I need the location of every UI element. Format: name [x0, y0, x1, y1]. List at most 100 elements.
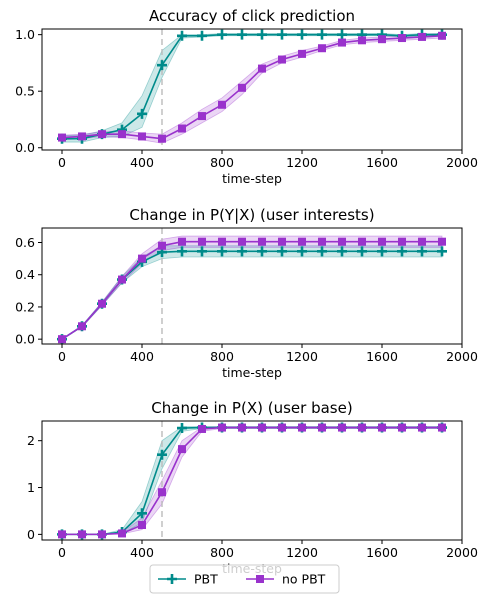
data-point-no-pbt	[178, 237, 186, 246]
x-tick-label: 1600	[366, 155, 398, 170]
data-point-no-pbt	[278, 237, 286, 246]
x-tick-label: 2000	[446, 155, 478, 170]
data-point-no-pbt	[138, 521, 146, 530]
data-point-no-pbt	[138, 132, 146, 141]
data-point-no-pbt	[198, 424, 206, 433]
plot-frame	[41, 420, 463, 541]
x-tick-label: 400	[130, 349, 154, 364]
data-point-no-pbt	[218, 100, 226, 109]
chart-title: Accuracy of click prediction	[149, 7, 355, 25]
data-point-no-pbt	[178, 445, 186, 454]
data-point-pbt	[437, 246, 447, 257]
data-point-no-pbt	[58, 530, 66, 539]
data-point-no-pbt	[318, 237, 326, 246]
data-point-pbt	[177, 423, 187, 434]
data-point-no-pbt	[118, 130, 126, 139]
data-point-pbt	[177, 30, 187, 41]
confidence-band-pbt	[61, 33, 443, 143]
data-point-no-pbt	[398, 34, 406, 43]
data-point-no-pbt	[258, 237, 266, 246]
series-line-pbt	[62, 33, 442, 140]
data-point-no-pbt	[198, 237, 206, 246]
x-tick-label: 1600	[366, 545, 398, 560]
data-point-pbt	[277, 29, 287, 40]
confidence-band-pbt	[62, 426, 443, 535]
data-point-no-pbt	[298, 49, 306, 58]
data-point-no-pbt	[418, 32, 426, 41]
legend-marker-pbt	[167, 574, 177, 584]
y-tick-label: 1	[27, 480, 35, 495]
data-point-no-pbt	[358, 237, 366, 246]
data-point-no-pbt	[158, 241, 166, 250]
legend-label-pbt: PBT	[194, 572, 218, 587]
data-point-no-pbt	[238, 423, 246, 432]
data-point-no-pbt	[318, 423, 326, 432]
y-tick-label: 1.0	[15, 27, 35, 42]
confidence-band-no-pbt	[62, 426, 443, 535]
data-point-no-pbt	[358, 423, 366, 432]
data-point-pbt	[197, 246, 207, 257]
x-tick-label: 1200	[286, 155, 318, 170]
data-point-pbt	[257, 246, 267, 257]
data-point-no-pbt	[78, 530, 86, 539]
data-point-no-pbt	[138, 254, 146, 263]
x-tick-label: 1200	[286, 349, 318, 364]
data-point-pbt	[217, 246, 227, 257]
data-point-no-pbt	[298, 237, 306, 246]
data-point-pbt	[357, 246, 367, 257]
data-point-pbt	[237, 246, 247, 257]
y-tick-label: 2	[27, 433, 35, 448]
data-point-no-pbt	[218, 423, 226, 432]
x-tick-label: 0	[58, 349, 66, 364]
data-point-no-pbt	[418, 237, 426, 246]
data-point-pbt	[197, 30, 207, 41]
data-point-no-pbt	[58, 335, 66, 344]
legend-marker-no-pbt	[256, 575, 264, 583]
data-point-no-pbt	[258, 423, 266, 432]
data-point-no-pbt	[398, 423, 406, 432]
x-axis-label: time-step	[222, 171, 282, 186]
x-tick-label: 2000	[446, 545, 478, 560]
x-axis-label: time-step	[222, 365, 282, 380]
data-point-no-pbt	[78, 132, 86, 141]
series-line-no-pbt	[61, 34, 443, 140]
data-point-pbt	[157, 60, 167, 71]
x-tick-label: 1200	[286, 545, 318, 560]
data-point-pbt	[237, 29, 247, 40]
data-point-no-pbt	[98, 299, 106, 308]
data-point-pbt	[297, 246, 307, 257]
y-tick-label: 0.2	[15, 299, 35, 314]
data-point-no-pbt	[338, 237, 346, 246]
data-point-no-pbt	[118, 529, 126, 538]
y-tick-label: 0	[27, 527, 35, 542]
plot-frame	[41, 28, 463, 151]
data-point-pbt	[137, 108, 147, 119]
x-tick-label: 0	[58, 155, 66, 170]
data-point-no-pbt	[238, 237, 246, 246]
data-point-no-pbt	[278, 55, 286, 64]
series-line-no-pbt	[62, 426, 442, 536]
chart-panel-2: Change in P(Y|X) (user interests) 0 400 800…	[15, 206, 478, 380]
data-point-no-pbt	[98, 130, 106, 139]
data-point-pbt	[297, 29, 307, 40]
confidence-band-pbt	[61, 245, 443, 340]
data-point-pbt	[417, 246, 427, 257]
x-tick-label: 0	[58, 545, 66, 560]
data-point-pbt	[377, 246, 387, 257]
data-point-no-pbt	[318, 44, 326, 53]
data-point-pbt	[317, 29, 327, 40]
chart-title: Change in P(X) (user base)	[151, 399, 352, 417]
data-point-pbt	[217, 29, 227, 40]
x-tick-label: 800	[210, 545, 234, 560]
data-point-pbt	[177, 246, 187, 257]
legend: PBT no PBT	[149, 564, 340, 594]
legend-box	[149, 564, 340, 594]
data-point-pbt	[317, 246, 327, 257]
y-tick-label: 0.0	[15, 332, 35, 347]
data-point-no-pbt	[378, 237, 386, 246]
data-point-no-pbt	[98, 530, 106, 539]
data-point-no-pbt	[378, 35, 386, 44]
data-point-pbt	[337, 29, 347, 40]
y-tick-label: 0.0	[15, 140, 35, 155]
